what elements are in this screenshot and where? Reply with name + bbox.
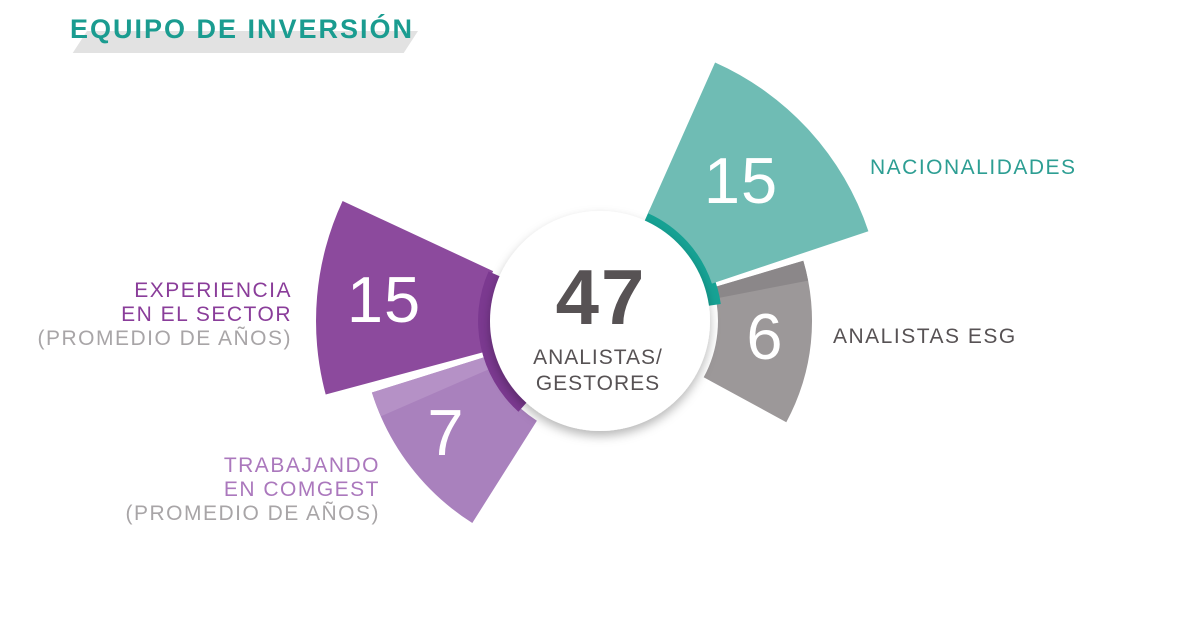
value-analistas-esg: 6 — [746, 300, 783, 373]
label-experiencia-sublabel: (PROMEDIO DE AÑOS) — [37, 327, 292, 350]
label-trabajando-sublabel: (PROMEDIO DE AÑOS) — [125, 502, 380, 525]
wedge-nacionalidades — [648, 62, 869, 284]
label-experiencia-sector: EXPERIENCIA EN EL SECTOR (PROMEDIO DE AÑ… — [37, 279, 292, 351]
wedge-experiencia-sector — [316, 201, 494, 395]
wedge-analistas-esg-shade — [713, 260, 809, 299]
label-experiencia-line2: EN EL SECTOR — [121, 303, 292, 326]
label-analistas-esg-text: ANALISTAS ESG — [833, 325, 1017, 348]
label-analistas-esg: ANALISTAS ESG — [833, 325, 1017, 349]
page-title: EQUIPO DE INVERSIÓN — [70, 14, 415, 44]
label-trabajando-line1: TRABAJANDO — [223, 454, 380, 477]
label-experiencia-line1: EXPERIENCIA — [134, 279, 292, 302]
value-nacionalidades: 15 — [704, 144, 778, 217]
wedge-trabajando-comgest-highlight — [371, 356, 492, 417]
value-trabajando-comgest: 7 — [427, 396, 464, 469]
wedge-analistas-esg — [703, 260, 813, 423]
label-nacionalidades: NACIONALIDADES — [870, 156, 1077, 180]
center-value: 47 — [556, 253, 647, 341]
label-trabajando-comgest: TRABAJANDO EN COMGEST (PROMEDIO DE AÑOS) — [125, 454, 380, 526]
center-circle — [490, 211, 710, 431]
page-title-block: EQUIPO DE INVERSIÓN — [70, 14, 418, 53]
value-experiencia-sector: 15 — [347, 263, 421, 336]
center-label-line2: GESTORES — [536, 372, 660, 395]
label-nacionalidades-text: NACIONALIDADES — [870, 156, 1077, 179]
label-trabajando-line2: EN COMGEST — [223, 478, 380, 501]
center-label-line1: ANALISTAS/ — [533, 346, 663, 369]
